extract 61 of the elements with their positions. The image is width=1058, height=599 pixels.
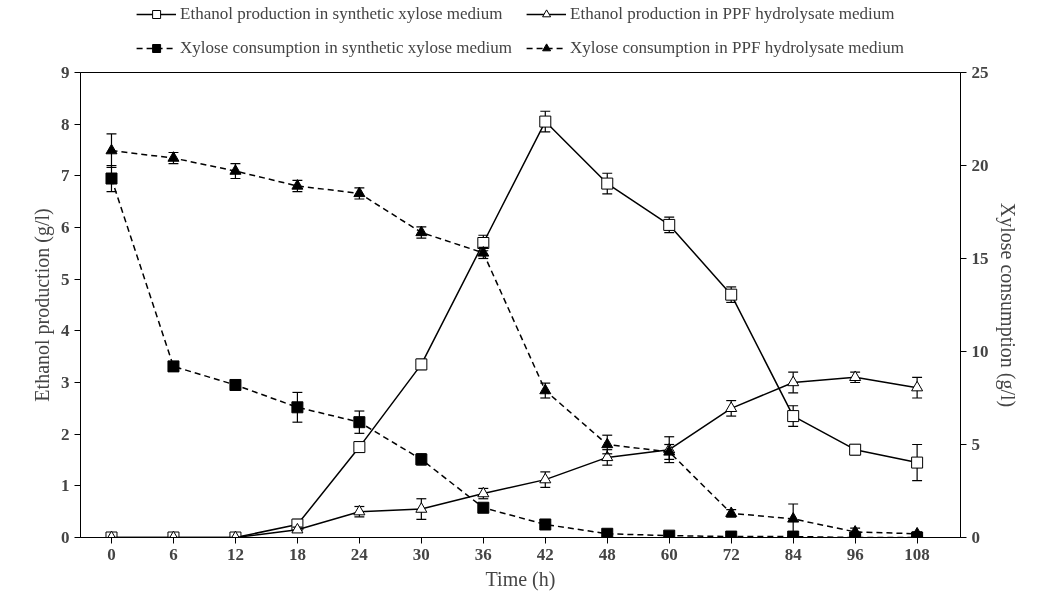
y2-tick-label: 15 [971, 249, 989, 268]
y-tick-label: 5 [61, 269, 70, 289]
point [725, 401, 738, 413]
x-tick-label: 24 [350, 544, 369, 564]
y-tick-label: 6 [61, 218, 70, 237]
y-tick-label: 1 [61, 476, 70, 496]
point [601, 450, 614, 462]
point [787, 410, 800, 423]
y-tick-label: 2 [61, 424, 70, 444]
point [105, 143, 118, 155]
point [601, 177, 614, 190]
point [415, 502, 428, 513]
legend-label: Ethanol production in PPF hydrolysate medium [570, 4, 895, 24]
point [477, 501, 490, 514]
point [601, 527, 614, 538]
y2-axis-title: Xylose consumption (g/l) [995, 202, 1019, 408]
y2-tick-label: 5 [971, 435, 980, 454]
x-tick-label: 12 [226, 544, 244, 564]
point [911, 380, 924, 392]
point [105, 172, 118, 185]
point [787, 512, 800, 523]
y2-tick-label: 10 [971, 342, 989, 361]
point [291, 522, 304, 534]
x-tick-label: 108 [904, 544, 930, 564]
x-tick-label: 96 [846, 544, 864, 564]
y-tick-label: 4 [61, 321, 70, 341]
y-tick-label: 3 [61, 373, 70, 392]
point [229, 164, 242, 175]
point [911, 456, 924, 469]
y2-tick-label: 20 [971, 156, 989, 175]
y2-tick-label: 0 [971, 528, 980, 547]
point [787, 375, 800, 387]
x-tick-label: 30 [412, 544, 430, 564]
y-axis-title: Ethanol production (g/l) [31, 208, 54, 402]
legend-label: Xylose consumption in PPF hydrolysate medium [570, 38, 904, 58]
x-axis-title: Time (h) [485, 567, 556, 591]
legend-label: Ethanol production in synthetic xylose medium [180, 4, 503, 24]
legend-label: Xylose consumption in synthetic xylose medium [180, 38, 513, 58]
x-tick-label: 42 [536, 544, 554, 564]
point [291, 401, 304, 414]
point [539, 518, 552, 531]
x-tick-label: 84 [784, 544, 803, 564]
y2-tick-label: 25 [971, 63, 989, 82]
x-tick-label: 36 [474, 544, 492, 564]
point [539, 472, 552, 484]
x-tick-label: 6 [169, 544, 178, 564]
x-tick-label: 72 [722, 544, 740, 564]
x-tick-label: 48 [598, 544, 616, 564]
point [601, 437, 614, 449]
y-tick-label: 8 [61, 114, 70, 134]
y-tick-label: 9 [61, 63, 70, 82]
y-tick-label: 0 [61, 528, 70, 547]
x-tick-label: 18 [288, 544, 306, 564]
point [539, 383, 552, 395]
x-tick-label: 0 [107, 544, 116, 564]
point [539, 115, 552, 128]
point [167, 360, 180, 373]
point [229, 378, 242, 391]
y-tick-label: 7 [61, 166, 70, 186]
x-tick-label: 60 [660, 544, 678, 564]
point [353, 416, 366, 429]
